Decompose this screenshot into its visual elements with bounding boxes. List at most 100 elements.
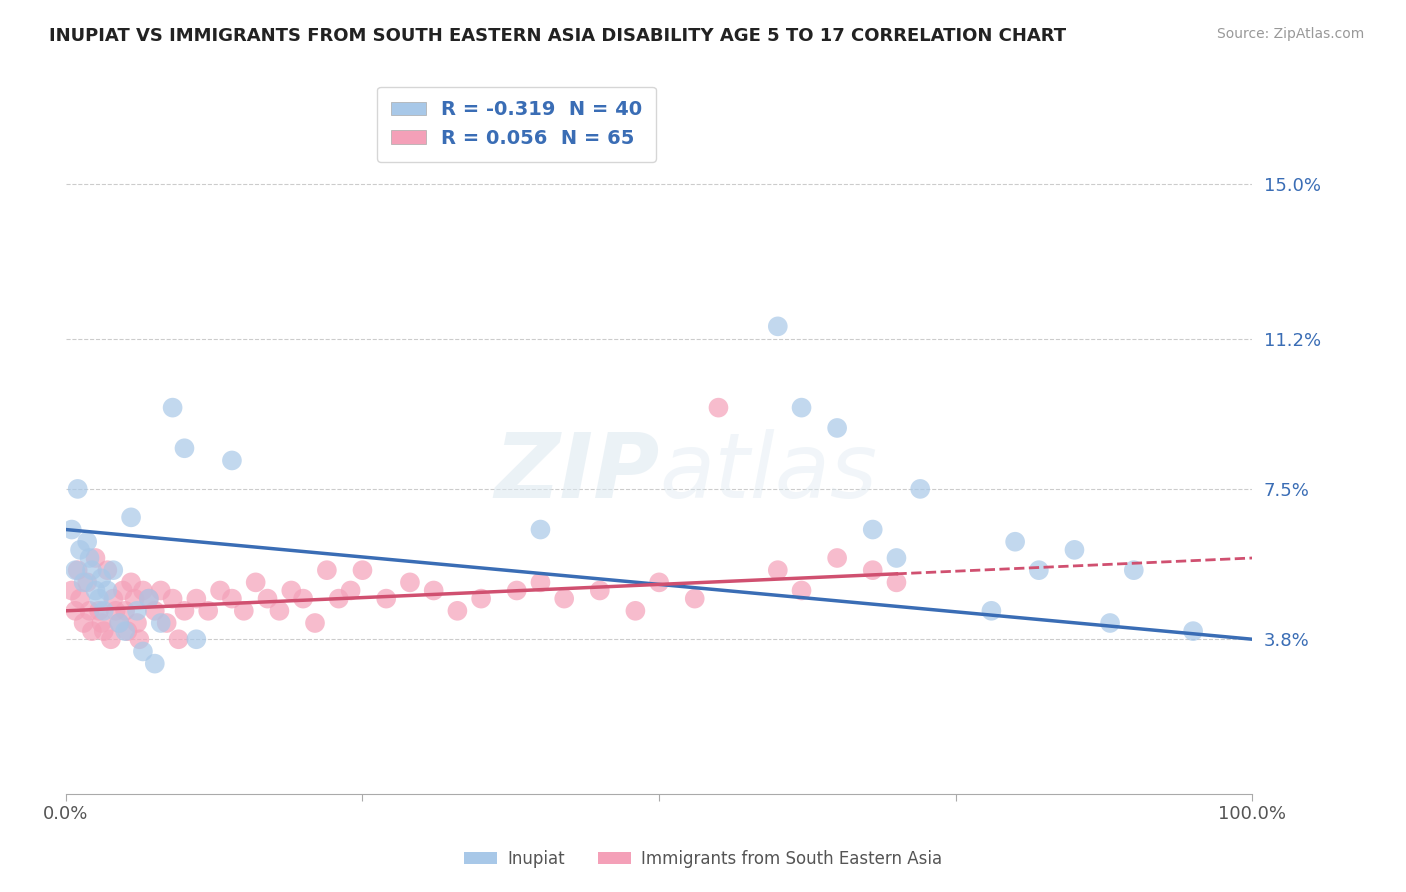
Point (79, 604, 101, 618)
Point (93, 604, 115, 618)
Point (529, 575, 551, 590)
Point (125, 615, 148, 630)
Point (138, 591, 160, 606)
Point (120, 575, 142, 590)
Point (132, 644, 155, 658)
Point (209, 583, 232, 598)
Point (60, 583, 83, 598)
Point (529, 523, 551, 537)
Point (304, 615, 326, 630)
Point (292, 591, 315, 606)
Text: atlas: atlas (659, 429, 877, 516)
Point (76, 534, 98, 549)
Point (84, 583, 107, 598)
Point (1122, 563, 1144, 577)
Point (167, 632, 190, 647)
Point (269, 604, 291, 618)
Point (100, 632, 122, 647)
Point (124, 591, 146, 606)
Point (138, 591, 160, 606)
Point (72, 615, 94, 630)
Point (328, 591, 350, 606)
Point (90, 571, 112, 585)
Point (90, 615, 112, 630)
Point (980, 604, 1002, 618)
Point (72, 575, 94, 590)
Legend: R = -0.319  N = 40, R = 0.056  N = 65: R = -0.319 N = 40, R = 0.056 N = 65 (377, 87, 657, 161)
Point (128, 632, 150, 647)
Point (683, 591, 706, 606)
Point (707, 401, 730, 415)
Point (76, 575, 98, 590)
Point (66, 482, 89, 496)
Point (280, 583, 302, 598)
Point (862, 563, 884, 577)
Point (114, 624, 136, 639)
Point (1099, 615, 1122, 630)
Point (162, 591, 184, 606)
Point (825, 421, 848, 435)
Point (84, 551, 107, 566)
Point (339, 583, 361, 598)
Point (66, 563, 89, 577)
Legend: Inupiat, Immigrants from South Eastern Asia: Inupiat, Immigrants from South Eastern A… (457, 844, 949, 875)
Point (422, 583, 444, 598)
Point (103, 591, 125, 606)
Point (162, 401, 184, 415)
Text: Source: ZipAtlas.com: Source: ZipAtlas.com (1216, 27, 1364, 41)
Point (1182, 624, 1205, 639)
Point (156, 615, 179, 630)
Point (245, 575, 267, 590)
Point (1028, 563, 1050, 577)
Point (69, 542, 91, 557)
Point (766, 319, 789, 334)
Point (648, 575, 671, 590)
Point (256, 591, 278, 606)
Point (1063, 542, 1085, 557)
Point (908, 482, 931, 496)
Point (766, 563, 789, 577)
Point (132, 583, 155, 598)
Point (65, 563, 87, 577)
Point (1004, 534, 1026, 549)
Point (65, 604, 87, 618)
Point (120, 510, 142, 524)
Point (186, 591, 208, 606)
Point (470, 591, 492, 606)
Point (104, 604, 127, 618)
Point (149, 615, 172, 630)
Point (143, 604, 166, 618)
Point (87, 604, 110, 618)
Text: ZIP: ZIP (494, 429, 659, 516)
Point (69, 591, 91, 606)
Point (80, 563, 103, 577)
Point (79, 551, 101, 566)
Point (352, 563, 374, 577)
Point (117, 624, 139, 639)
Point (197, 604, 219, 618)
Point (60, 523, 83, 537)
Text: INUPIAT VS IMMIGRANTS FROM SOUTH EASTERN ASIA DISABILITY AGE 5 TO 17 CORRELATION: INUPIAT VS IMMIGRANTS FROM SOUTH EASTERN… (49, 27, 1066, 45)
Point (111, 583, 134, 598)
Point (375, 591, 398, 606)
Point (80, 624, 103, 639)
Point (87, 591, 110, 606)
Point (125, 604, 148, 618)
Point (790, 401, 813, 415)
Point (862, 523, 884, 537)
Point (143, 657, 166, 671)
Point (624, 604, 647, 618)
Point (108, 615, 131, 630)
Point (886, 575, 908, 590)
Point (221, 591, 243, 606)
Point (315, 563, 337, 577)
Point (825, 551, 848, 566)
Point (589, 583, 612, 598)
Point (114, 604, 136, 618)
Point (232, 604, 254, 618)
Point (446, 604, 468, 618)
Point (93, 624, 115, 639)
Point (399, 575, 422, 590)
Point (108, 615, 131, 630)
Point (149, 583, 172, 598)
